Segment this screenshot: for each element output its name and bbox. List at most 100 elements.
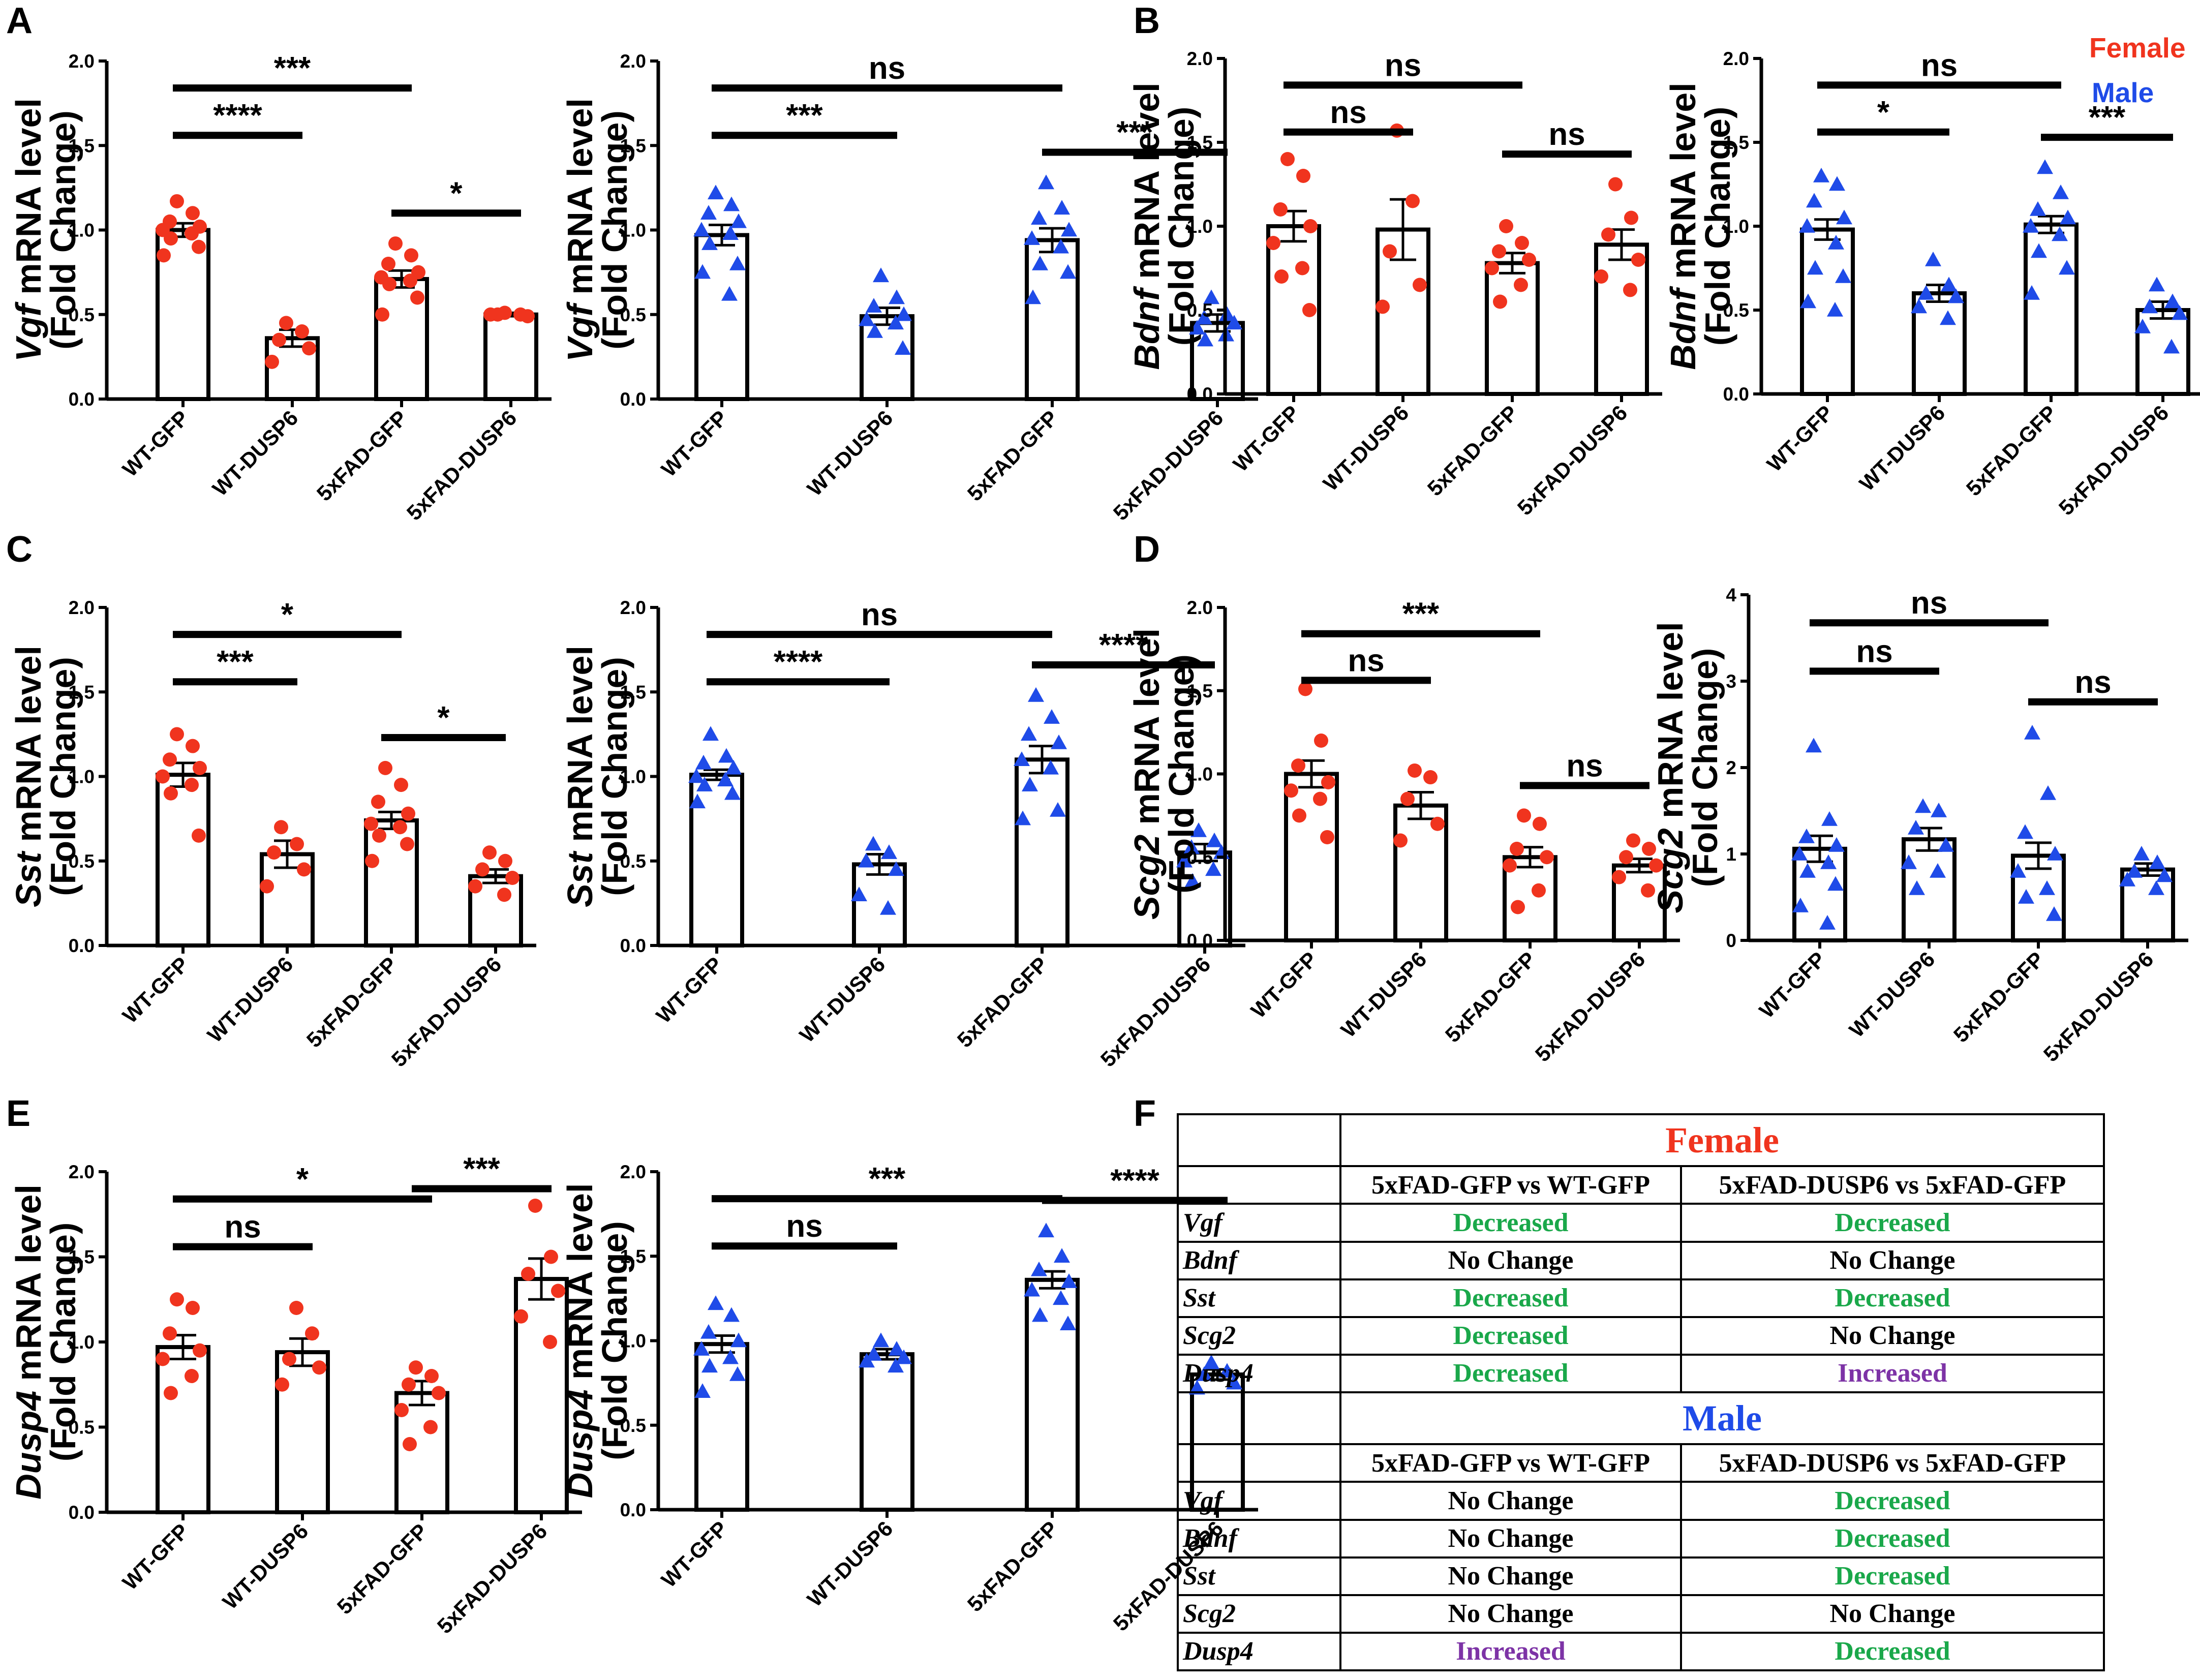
data-point (1313, 791, 1327, 806)
data-point (1918, 285, 1934, 300)
y-tick-label: 1.0 (1187, 216, 1213, 237)
data-point (1400, 791, 1415, 806)
y-tick-label: 2.0 (620, 1162, 646, 1182)
y-axis-label-rest: mRNA level (560, 98, 600, 304)
result-cell: Decreased (1680, 1203, 2105, 1243)
data-point (896, 306, 912, 321)
data-point (1829, 176, 1845, 191)
data-point (260, 879, 274, 894)
panel-letter-c: C (6, 529, 33, 570)
y-tick-label: 0.5 (620, 851, 646, 872)
data-point (267, 845, 281, 860)
data-point (1376, 299, 1390, 314)
y-tick-label: 0.5 (620, 304, 646, 325)
y-tick-label: 0.0 (1187, 930, 1213, 951)
data-point (164, 1386, 178, 1400)
x-tick-label: WT-DUSP6 (1319, 401, 1414, 496)
data-point (2133, 846, 2150, 861)
gene-name: Sst (1177, 1556, 1341, 1596)
data-point (2149, 277, 2165, 292)
significance-label: **** (1099, 628, 1148, 663)
result-cell: No Change (1339, 1240, 1682, 1280)
data-point (708, 185, 724, 200)
bar (1284, 772, 1339, 942)
data-point (1292, 808, 1306, 823)
x-tick-label: 5xFAD-GFP (1423, 401, 1523, 501)
data-point (371, 795, 385, 809)
data-point (1430, 816, 1445, 831)
data-point (185, 778, 199, 792)
gene-name: Scg2 (1177, 1316, 1341, 1356)
data-point (721, 286, 738, 301)
y-tick-label: 0.5 (1723, 300, 1749, 321)
y-tick-label: 1.5 (620, 1246, 646, 1267)
y-tick-label: 1.5 (69, 1247, 95, 1268)
y-tick-label: 0.0 (1723, 384, 1749, 405)
chart-b-female-bdnf: 0.0 0.5 1.0 1.5 2.0 Bdnf mRNA level(Fold Chan… (1127, 48, 1662, 520)
data-point (895, 340, 911, 355)
data-point (2018, 889, 2034, 904)
data-point (394, 1403, 409, 1417)
significance-label: * (1877, 95, 1890, 130)
column-header: 5xFAD-GFP vs WT-GFP (1339, 1165, 1682, 1205)
x-tick-label: 5xFAD-DUSP6 (1513, 401, 1632, 520)
y-tick-label: 0.5 (69, 851, 95, 872)
y-axis-gene: Dusp4 (9, 1391, 48, 1500)
y-axis-label-units: (Fold Change) (43, 110, 83, 349)
data-point (1025, 289, 1041, 304)
data-point (1303, 219, 1318, 233)
data-point (1038, 174, 1054, 190)
data-point (1624, 210, 1638, 225)
data-point (1176, 852, 1193, 868)
y-tick-label: 2.0 (69, 597, 95, 618)
data-point (279, 316, 293, 330)
y-tick-label: 1.5 (620, 682, 646, 702)
data-point (432, 1386, 446, 1400)
data-point (403, 273, 417, 288)
data-point (1060, 1316, 1076, 1331)
bar (852, 862, 907, 948)
gene-name: Vgf (1177, 1481, 1341, 1521)
y-axis-label: Bdnf mRNA level (1127, 82, 1167, 370)
x-tick-label: WT-DUSP6 (218, 1519, 313, 1614)
data-point (528, 1199, 542, 1213)
data-point (1821, 811, 1838, 826)
data-point (1485, 261, 1499, 276)
data-point (1901, 854, 1917, 869)
data-point (859, 311, 875, 326)
y-axis-label-rest: mRNA level (9, 646, 48, 852)
y-tick-label: 2.0 (1723, 48, 1749, 69)
significance-label: ns (1348, 643, 1384, 678)
data-point (867, 323, 883, 338)
data-point (1038, 1223, 1054, 1238)
data-point (2047, 846, 2063, 861)
bar (2135, 308, 2190, 396)
data-point (851, 887, 867, 902)
x-tick-label: 5xFAD-DUSP6 (433, 1519, 552, 1638)
data-point (1835, 268, 1851, 283)
data-point (701, 1358, 718, 1373)
y-tick-label: 0.0 (620, 389, 646, 410)
data-point (881, 844, 897, 859)
panel-letter-f: F (1134, 1093, 1156, 1134)
data-point (1298, 682, 1312, 696)
result-cell: Decreased (1680, 1518, 2105, 1559)
data-point (1196, 310, 1212, 325)
significance-label: ns (1548, 117, 1585, 152)
data-point (404, 248, 418, 263)
data-point (700, 1324, 717, 1339)
significance-label: * (296, 1162, 309, 1197)
y-axis-gene: Bdnf (1663, 286, 1703, 370)
data-point (724, 785, 741, 800)
data-point (1024, 230, 1040, 245)
table-row: Dusp4 Increased Decreased (1177, 1631, 2105, 1672)
y-tick-label: 1.5 (1723, 132, 1749, 153)
significance-label: ns (1385, 48, 1421, 83)
data-point (1044, 709, 1060, 724)
result-cell: No Change (1680, 1240, 2105, 1280)
data-point (551, 1284, 565, 1298)
data-point (1827, 876, 1844, 891)
data-point (888, 861, 904, 876)
y-tick-label: 2.0 (69, 1162, 95, 1182)
